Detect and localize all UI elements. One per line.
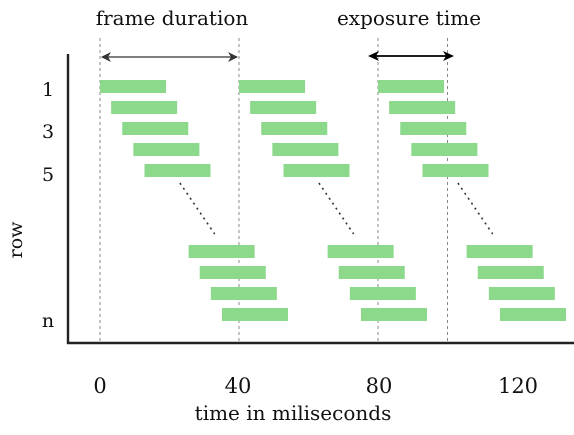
continuation-dots [179,182,494,235]
exposure-bar [422,164,489,177]
exposure-bar [411,143,478,156]
exposure-bar [466,245,533,258]
exposure-bar [221,308,288,321]
exposure-bar [188,245,255,258]
exposure-bar [477,266,544,279]
exposure-bar [144,164,211,177]
y-tick-label: 3 [42,121,54,143]
arrow-head [101,52,111,62]
continuation-dots [318,182,355,235]
exposure-bars [100,80,566,321]
exposure-bar [378,80,445,93]
exposure-bar [499,308,566,321]
arrow-head [368,51,379,61]
exposure-bar [111,101,178,114]
x-tick-label: 0 [93,374,106,398]
continuation-dots [457,182,494,235]
exposure-bar [100,80,167,93]
exposure-bar [360,308,427,321]
exposure-bar [199,266,266,279]
exposure-bar [210,287,277,300]
exposure-time-label: exposure time [337,6,481,30]
frame-duration-label: frame duration [96,6,249,30]
exposure-bar [389,101,456,114]
annotation-arrows [101,51,455,62]
y-tick-label: 1 [42,79,54,101]
continuation-dots [179,182,216,235]
exposure-bar [400,122,467,135]
x-tick-label: 120 [498,374,538,398]
x-tick-label: 80 [366,374,393,398]
arrow-head [228,52,238,62]
exposure-bar [338,266,405,279]
exposure-bar [272,143,339,156]
exposure-bar [261,122,328,135]
exposure-bar [122,122,189,135]
exposure-bar [239,80,306,93]
exposure-bar [488,287,555,300]
y-axis-label: row [5,221,27,259]
y-tick-label: n [42,310,54,332]
arrow-head [443,51,455,61]
exposure-bar [349,287,416,300]
exposure-bar [250,101,317,114]
x-axis-label: time in miliseconds [195,401,392,425]
exposure-bar [133,143,200,156]
exposure-bar [327,245,394,258]
exposure-bar [283,164,350,177]
x-tick-label: 40 [225,374,252,398]
y-tick-label: 5 [42,164,54,186]
